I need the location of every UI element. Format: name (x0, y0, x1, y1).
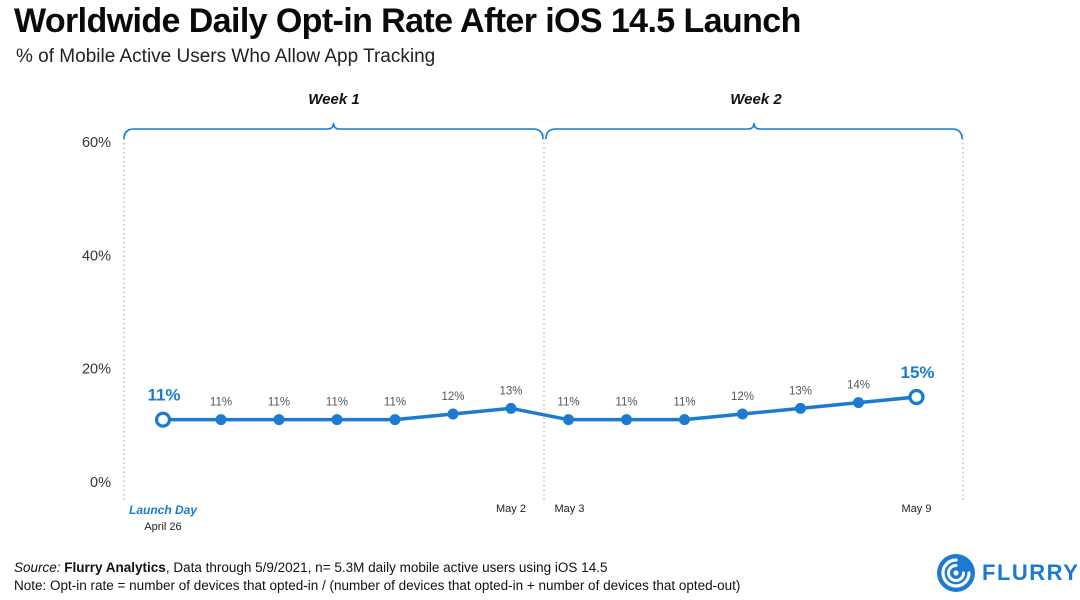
data-point (679, 414, 690, 426)
data-label: 11% (326, 397, 348, 409)
data-point-highlight (154, 411, 172, 428)
data-point (853, 397, 864, 409)
data-point (447, 408, 459, 420)
data-label: 13% (499, 385, 522, 397)
week-2-label: Week 2 (730, 91, 782, 108)
data-point (273, 414, 285, 426)
chart-subtitle: % of Mobile Active Users Who Allow App T… (16, 46, 436, 67)
y-tick-label: 20% (82, 362, 111, 378)
y-tick-label: 40% (82, 248, 111, 264)
data-label: 11% (210, 397, 232, 409)
week-2-brace (545, 122, 963, 140)
data-point (563, 414, 574, 426)
data-point (737, 408, 748, 420)
week-1-label: Week 1 (308, 91, 359, 108)
source-details: , Data through 5/9/2021, n= 5.3M daily m… (165, 560, 608, 575)
source-line: Source: Flurry Analytics, Data through 5… (14, 560, 607, 575)
x-label-launch-day: Launch Day (129, 503, 198, 517)
flurry-wordmark: FLURRY (982, 560, 1080, 585)
source-prefix: Source: (14, 560, 65, 575)
x-label: May 2 (496, 503, 526, 515)
x-label: May 9 (902, 503, 932, 515)
x-label: May 3 (555, 503, 585, 515)
data-point (795, 402, 806, 414)
data-point (621, 414, 632, 426)
week-1-brace (123, 122, 544, 140)
chart-title: Worldwide Daily Opt-in Rate After iOS 14… (14, 2, 801, 40)
data-label: 13% (789, 385, 812, 397)
data-label: 11% (615, 397, 637, 409)
series-line (163, 395, 917, 422)
y-tick-label: 0% (90, 475, 111, 491)
data-point-highlight (908, 388, 925, 406)
data-label-highlight: 11% (147, 386, 180, 405)
y-tick-label: 60% (82, 135, 111, 151)
note-line: Note: Opt-in rate = number of devices th… (14, 578, 741, 593)
opt-in-line-chart: 60% 40% 20% 0% Week 1 Week 2 11% 11% 11% 11% 11% 12… (82, 91, 964, 533)
data-label-highlight: 15% (900, 363, 934, 382)
x-label-sub: April 26 (144, 521, 181, 533)
data-label: 11% (268, 397, 290, 409)
data-label: 11% (557, 397, 579, 409)
data-label: 12% (731, 391, 754, 403)
flurry-swirl-icon (937, 554, 975, 592)
data-label: 12% (441, 391, 464, 403)
data-label: 11% (673, 397, 695, 409)
source-name: Flurry Analytics (64, 560, 166, 575)
data-point (505, 402, 517, 414)
data-label: 11% (384, 397, 406, 409)
data-label: 14% (847, 380, 870, 392)
data-point (331, 414, 343, 426)
data-point (389, 414, 401, 426)
data-point (215, 414, 227, 426)
flurry-logo: FLURRY (936, 553, 1080, 593)
